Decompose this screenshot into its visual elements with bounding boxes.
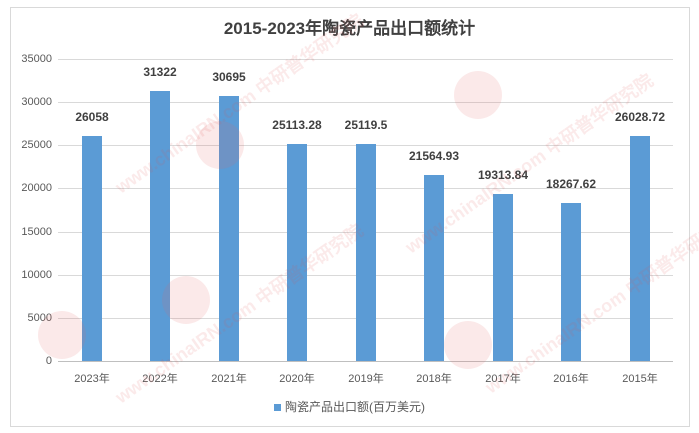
gridline (58, 59, 673, 60)
bar[interactable] (219, 96, 239, 361)
y-tick-label: 0 (45, 355, 52, 367)
x-tick-label: 2019年 (348, 373, 384, 385)
x-tick-label: 2022年 (142, 373, 178, 385)
y-tick-label: 35000 (21, 53, 52, 65)
legend: 陶瓷产品出口额(百万美元) (0, 398, 699, 415)
bar[interactable] (82, 136, 102, 361)
x-tick-label: 2023年 (74, 373, 110, 385)
data-label: 25119.5 (344, 118, 388, 133)
data-label: 26058 (75, 110, 109, 125)
y-tick-label: 15000 (21, 225, 52, 238)
data-label: 19313.84 (477, 168, 529, 183)
bar[interactable] (287, 144, 307, 361)
chart-title: 2015-2023年陶瓷产品出口额统计 (223, 19, 476, 38)
bar[interactable] (630, 136, 650, 361)
data-label: 30695 (212, 70, 246, 85)
y-tick-label: 25000 (21, 139, 52, 152)
data-label: 25113.28 (272, 118, 322, 133)
legend-label: 陶瓷产品出口额(百万美元) (285, 400, 425, 414)
x-tick-label: 2021年 (211, 373, 247, 385)
x-tick-label: 2018年 (416, 373, 452, 385)
x-tick-label: 2015年 (622, 373, 658, 385)
data-label: 18267.62 (545, 177, 597, 192)
bar[interactable] (356, 144, 376, 361)
legend-swatch-icon (274, 404, 281, 412)
bar[interactable] (150, 90, 170, 361)
bar[interactable] (561, 203, 581, 361)
y-tick-label: 20000 (21, 182, 52, 195)
x-axis-line (58, 361, 673, 362)
x-tick-label: 2020年 (279, 373, 315, 385)
chart-frame (10, 7, 690, 427)
gridline (58, 102, 673, 103)
x-tick-label: 2016年 (553, 373, 589, 385)
data-label: 31322 (143, 64, 177, 79)
x-tick-label: 2017年 (485, 373, 521, 385)
y-tick-label: 5000 (27, 311, 52, 324)
y-tick-label: 30000 (21, 96, 52, 109)
y-tick-label: 10000 (21, 268, 52, 281)
data-label: 26028.72 (614, 110, 666, 125)
bar[interactable] (424, 174, 444, 361)
data-label: 21564.93 (408, 148, 460, 163)
bar[interactable] (493, 194, 513, 361)
